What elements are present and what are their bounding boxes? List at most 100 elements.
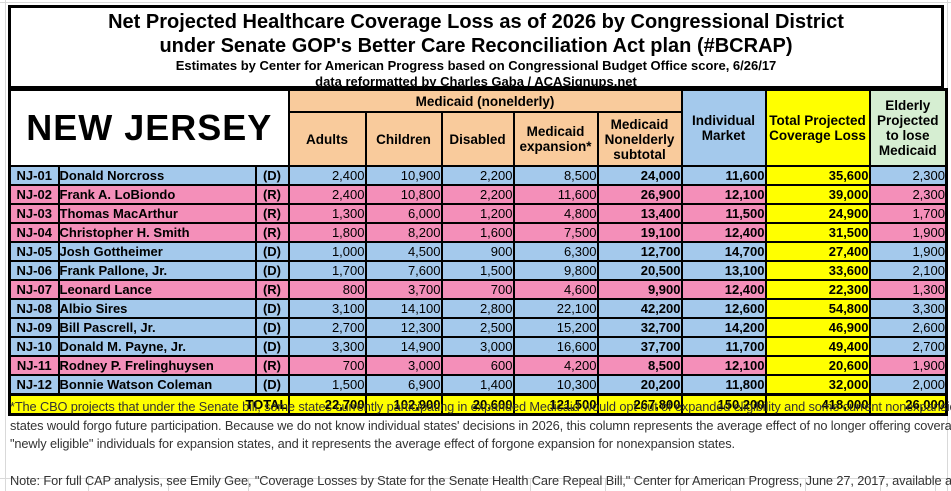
disabled-cell: 1,400	[440, 374, 515, 396]
district-cell: NJ-06	[8, 260, 60, 281]
disabled-cell: 2,200	[440, 184, 515, 205]
elderly-cell: 1,300	[868, 279, 948, 300]
elderly-cell: 2,700	[868, 336, 948, 357]
children-header: Children	[364, 111, 443, 167]
disabled-cell: 900	[440, 241, 515, 262]
total-loss-cell: 49,400	[764, 336, 871, 357]
total-loss-cell: 32,000	[764, 374, 871, 396]
subtotal-cell: 20,500	[596, 260, 683, 281]
subtotal-cell: 20,200	[596, 374, 683, 396]
total-loss-cell: 27,400	[764, 241, 871, 262]
expansion-cell: 4,200	[512, 355, 599, 376]
party-cell: (D)	[254, 317, 290, 338]
total-individual-cell: 150,200	[680, 393, 767, 416]
subtotal-cell: 37,700	[596, 336, 683, 357]
children-cell: 14,900	[364, 336, 443, 357]
total-loss-cell: 20,600	[764, 355, 871, 376]
title-credit-line: data reformatted by Charles Gaba / ACASi…	[315, 74, 637, 89]
adults-header: Adults	[287, 111, 367, 167]
cap-note: Note: For full CAP analysis, see Emily G…	[10, 472, 951, 491]
table-row: NJ-05 Josh Gottheimer (D) 1,000 4,500 90…	[8, 241, 948, 262]
elderly-cell: 1,900	[868, 222, 948, 243]
gridline	[605, 478, 606, 491]
expansion-cell: 4,800	[512, 203, 599, 224]
elderly-cell: 1,700	[868, 203, 948, 224]
elderly-cell: 2,600	[868, 317, 948, 338]
expansion-cell: 15,200	[512, 317, 599, 338]
party-cell: (R)	[254, 222, 290, 243]
expansion-cell: 10,300	[512, 374, 599, 396]
district-cell: NJ-08	[8, 298, 60, 319]
party-cell: (R)	[254, 184, 290, 205]
district-cell: NJ-10	[8, 336, 60, 357]
table-row: NJ-07 Leonard Lance (R) 800 3,700 700 4,…	[8, 279, 948, 300]
gridline	[5, 0, 6, 491]
disabled-cell: 2,500	[440, 317, 515, 338]
adults-cell: 700	[287, 355, 367, 376]
gridline	[730, 478, 731, 491]
cbo-footnote: *The CBO projects that under the Senate …	[10, 398, 951, 454]
table-row: NJ-11 Rodney P. Frelinghuysen (R) 700 3,…	[8, 355, 948, 376]
total-subtotal-cell: 267,800	[596, 393, 683, 416]
footnotes: *The CBO projects that under the Senate …	[10, 398, 951, 491]
party-cell: (R)	[254, 203, 290, 224]
expansion-cell: 22,100	[512, 298, 599, 319]
expansion-cell: 6,300	[512, 241, 599, 262]
total-row: TOTAL 22,700 102,900 20,600 121,500 267,…	[8, 393, 948, 416]
adults-cell: 3,100	[287, 298, 367, 319]
expansion-cell: 11,600	[512, 184, 599, 205]
individual-market-cell: 11,800	[680, 374, 767, 396]
children-cell: 3,000	[364, 355, 443, 376]
expansion-cell: 8,500	[512, 165, 599, 186]
subtotal-cell: 32,700	[596, 317, 683, 338]
district-cell: NJ-09	[8, 317, 60, 338]
elderly-cell: 1,900	[868, 355, 948, 376]
subtotal-cell: 13,400	[596, 203, 683, 224]
gridline	[0, 2, 951, 3]
subtotal-cell: 9,900	[596, 279, 683, 300]
total-loss-cell: 24,900	[764, 203, 871, 224]
expansion-cell: 9,800	[512, 260, 599, 281]
adults-cell: 800	[287, 279, 367, 300]
district-cell: NJ-01	[8, 165, 60, 186]
total-loss-cell: 22,300	[764, 279, 871, 300]
district-cell: NJ-12	[8, 374, 60, 396]
gridline	[88, 478, 89, 491]
individual-market-cell: 12,100	[680, 184, 767, 205]
subtotal-cell: 26,900	[596, 184, 683, 205]
medicaid-group-header: Medicaid (nonelderly)	[287, 88, 683, 113]
party-cell: (D)	[254, 241, 290, 262]
total-loss-cell: 35,600	[764, 165, 871, 186]
gridline	[805, 478, 806, 491]
children-cell: 3,700	[364, 279, 443, 300]
children-cell: 12,300	[364, 317, 443, 338]
party-cell: (D)	[254, 165, 290, 186]
total-loss-cell: 33,600	[764, 260, 871, 281]
member-name-cell: Albio Sires	[57, 298, 257, 319]
member-name-cell: Bill Pascrell, Jr.	[57, 317, 257, 338]
title-box: Net Projected Healthcare Coverage Loss a…	[8, 5, 944, 89]
elderly-cell: 2,100	[868, 260, 948, 281]
total-adults-cell: 22,700	[287, 393, 367, 416]
gridline	[168, 478, 169, 491]
total-label-cell: TOTAL	[8, 393, 290, 416]
footnote-line: states would forgo future participation.…	[10, 417, 951, 433]
total-loss-cell: 54,800	[764, 298, 871, 319]
member-name-cell: Rodney P. Frelinghuysen	[57, 355, 257, 376]
table-row: NJ-03 Thomas MacArthur (R) 1,300 6,000 1…	[8, 203, 948, 224]
total-children-cell: 102,900	[364, 393, 443, 416]
expansion-cell: 7,500	[512, 222, 599, 243]
individual-market-header: Individual Market	[680, 88, 767, 167]
member-name-cell: Frank A. LoBiondo	[57, 184, 257, 205]
subtotal-cell: 8,500	[596, 355, 683, 376]
children-cell: 10,900	[364, 165, 443, 186]
subtotal-cell: 24,000	[596, 165, 683, 186]
member-name-cell: Christopher H. Smith	[57, 222, 257, 243]
individual-market-cell: 14,200	[680, 317, 767, 338]
gridline	[0, 478, 951, 479]
children-cell: 6,000	[364, 203, 443, 224]
children-cell: 6,900	[364, 374, 443, 396]
party-cell: (D)	[254, 374, 290, 396]
gridline	[248, 478, 249, 491]
